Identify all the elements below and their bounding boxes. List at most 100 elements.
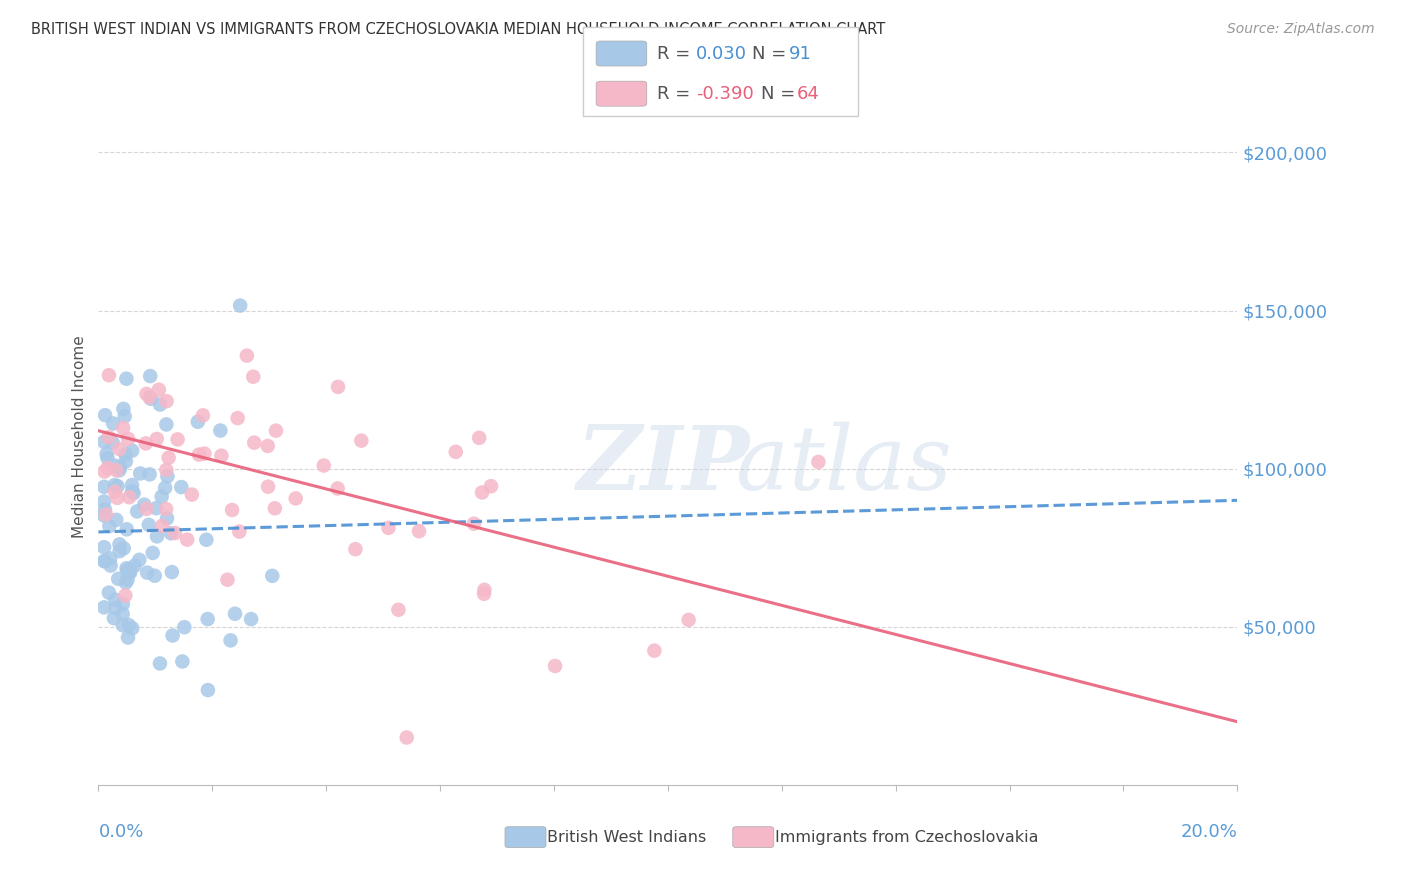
Point bbox=[124, 558, 146, 573]
Text: ZIP: ZIP bbox=[576, 422, 751, 508]
Point bbox=[143, 568, 166, 582]
Point bbox=[98, 551, 121, 566]
Point bbox=[226, 411, 249, 425]
Text: R =: R = bbox=[657, 45, 696, 62]
Point bbox=[187, 415, 209, 429]
Point bbox=[643, 643, 665, 657]
Point bbox=[160, 565, 183, 579]
Point bbox=[197, 612, 219, 626]
Point bbox=[344, 542, 367, 557]
Point bbox=[156, 511, 179, 525]
Text: -0.390: -0.390 bbox=[696, 85, 754, 103]
Point bbox=[93, 600, 115, 615]
Point bbox=[155, 394, 177, 409]
Point bbox=[121, 621, 143, 635]
Point bbox=[111, 607, 134, 621]
Point bbox=[243, 435, 266, 450]
Point bbox=[111, 597, 134, 611]
Point bbox=[257, 480, 280, 494]
Point bbox=[326, 380, 349, 394]
Point bbox=[284, 491, 307, 506]
Point bbox=[117, 631, 139, 645]
Point bbox=[240, 612, 263, 626]
Point bbox=[160, 526, 183, 541]
Point bbox=[107, 572, 129, 586]
Point bbox=[97, 461, 120, 475]
Point bbox=[228, 524, 250, 539]
Point bbox=[114, 409, 136, 424]
Point bbox=[263, 501, 285, 516]
Point bbox=[112, 421, 135, 435]
Point bbox=[678, 613, 700, 627]
Point bbox=[94, 554, 117, 568]
Point bbox=[170, 480, 193, 494]
Point bbox=[479, 479, 502, 493]
Point bbox=[155, 463, 177, 477]
Point bbox=[108, 442, 131, 456]
Point bbox=[326, 482, 349, 496]
Point bbox=[96, 447, 118, 461]
Point bbox=[217, 573, 239, 587]
Point bbox=[97, 368, 120, 383]
Text: 0.030: 0.030 bbox=[696, 45, 747, 62]
Point bbox=[150, 490, 173, 504]
Point bbox=[112, 401, 135, 416]
Point bbox=[97, 585, 120, 599]
Point bbox=[221, 503, 243, 517]
Point bbox=[93, 434, 115, 449]
Point bbox=[229, 299, 252, 313]
Point bbox=[111, 618, 134, 632]
Point bbox=[128, 553, 150, 567]
Point bbox=[118, 490, 141, 504]
Point bbox=[387, 603, 409, 617]
Point bbox=[114, 589, 136, 603]
Point bbox=[149, 398, 172, 412]
Point bbox=[139, 392, 162, 406]
Point bbox=[105, 513, 128, 527]
Point bbox=[93, 540, 115, 554]
Point bbox=[807, 455, 830, 469]
Point bbox=[180, 487, 202, 501]
Point bbox=[187, 448, 209, 462]
Point bbox=[115, 564, 138, 578]
Point bbox=[157, 450, 180, 465]
Point bbox=[264, 424, 287, 438]
Text: R =: R = bbox=[657, 85, 696, 103]
Point bbox=[97, 430, 120, 444]
Point bbox=[104, 458, 127, 473]
Point bbox=[395, 731, 418, 745]
Point bbox=[191, 409, 214, 423]
Point bbox=[350, 434, 373, 448]
Point bbox=[108, 544, 131, 558]
Point bbox=[136, 566, 159, 580]
Point bbox=[408, 524, 430, 538]
Point bbox=[100, 558, 122, 573]
Point bbox=[135, 387, 157, 401]
Point bbox=[103, 611, 125, 625]
Point bbox=[121, 478, 143, 492]
Point bbox=[219, 633, 242, 648]
Point bbox=[242, 369, 264, 384]
Point bbox=[104, 592, 127, 607]
Point bbox=[471, 485, 494, 500]
Point bbox=[108, 463, 131, 477]
Point bbox=[115, 372, 138, 386]
Text: BRITISH WEST INDIAN VS IMMIGRANTS FROM CZECHOSLOVAKIA MEDIAN HOUSEHOLD INCOME CO: BRITISH WEST INDIAN VS IMMIGRANTS FROM C… bbox=[31, 22, 886, 37]
Point bbox=[149, 657, 172, 671]
Point bbox=[472, 587, 495, 601]
Point bbox=[105, 491, 128, 505]
Point bbox=[107, 479, 129, 493]
Point bbox=[94, 408, 117, 422]
Point bbox=[121, 443, 143, 458]
Text: N =: N = bbox=[752, 45, 792, 62]
Point bbox=[256, 439, 278, 453]
FancyBboxPatch shape bbox=[733, 827, 773, 847]
Point bbox=[114, 575, 136, 590]
Point bbox=[135, 436, 157, 450]
Point bbox=[377, 521, 399, 535]
Point bbox=[153, 481, 176, 495]
FancyBboxPatch shape bbox=[505, 827, 546, 847]
Point bbox=[444, 445, 467, 459]
Point bbox=[166, 433, 188, 447]
Point bbox=[155, 502, 177, 516]
